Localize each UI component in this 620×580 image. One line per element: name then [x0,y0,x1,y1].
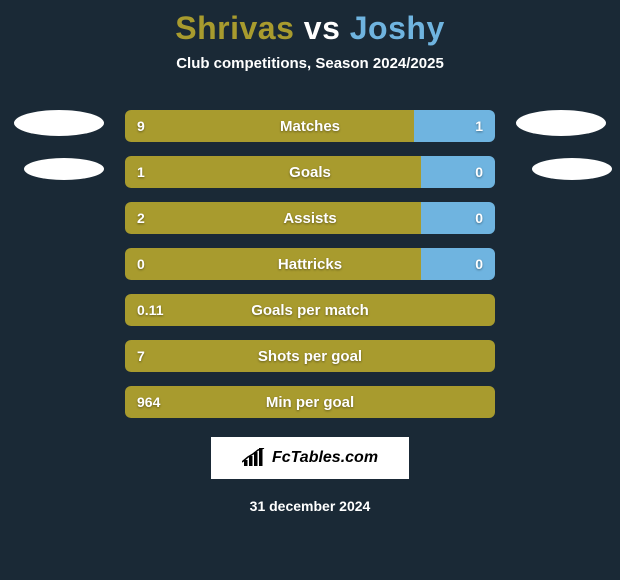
vs-text: vs [304,10,341,46]
comparison-title: Shrivas vs Joshy [0,0,620,47]
stat-label: Goals [125,156,495,188]
player1-badge-placeholder [14,110,104,136]
stat-row: 20Assists [125,202,495,234]
date-text: 31 december 2024 [0,498,620,514]
stat-row: 91Matches [125,110,495,142]
brand-text: FcTables.com [272,449,378,467]
player1-badge-placeholder-2 [24,158,104,180]
player1-name: Shrivas [175,10,294,46]
brand-box: FcTables.com [210,436,410,480]
stat-label: Assists [125,202,495,234]
brand-chart-icon [242,448,266,468]
comparison-content: 91Matches 10Goals 20Assists 00Hattricks 0.11… [0,110,620,418]
stat-row: 0.11Goals per match [125,294,495,326]
player2-badge-placeholder-2 [532,158,612,180]
stat-row: 00Hattricks [125,248,495,280]
stat-label: Goals per match [125,294,495,326]
subtitle: Club competitions, Season 2024/2025 [0,55,620,72]
stat-label: Matches [125,110,495,142]
stat-row: 7Shots per goal [125,340,495,372]
player2-name: Joshy [350,10,445,46]
stat-row: 10Goals [125,156,495,188]
stat-label: Min per goal [125,386,495,418]
stat-label: Hattricks [125,248,495,280]
player2-badge-placeholder [516,110,606,136]
stat-row: 964Min per goal [125,386,495,418]
stat-label: Shots per goal [125,340,495,372]
stat-bars: 91Matches 10Goals 20Assists 00Hattricks 0.11… [125,110,495,418]
